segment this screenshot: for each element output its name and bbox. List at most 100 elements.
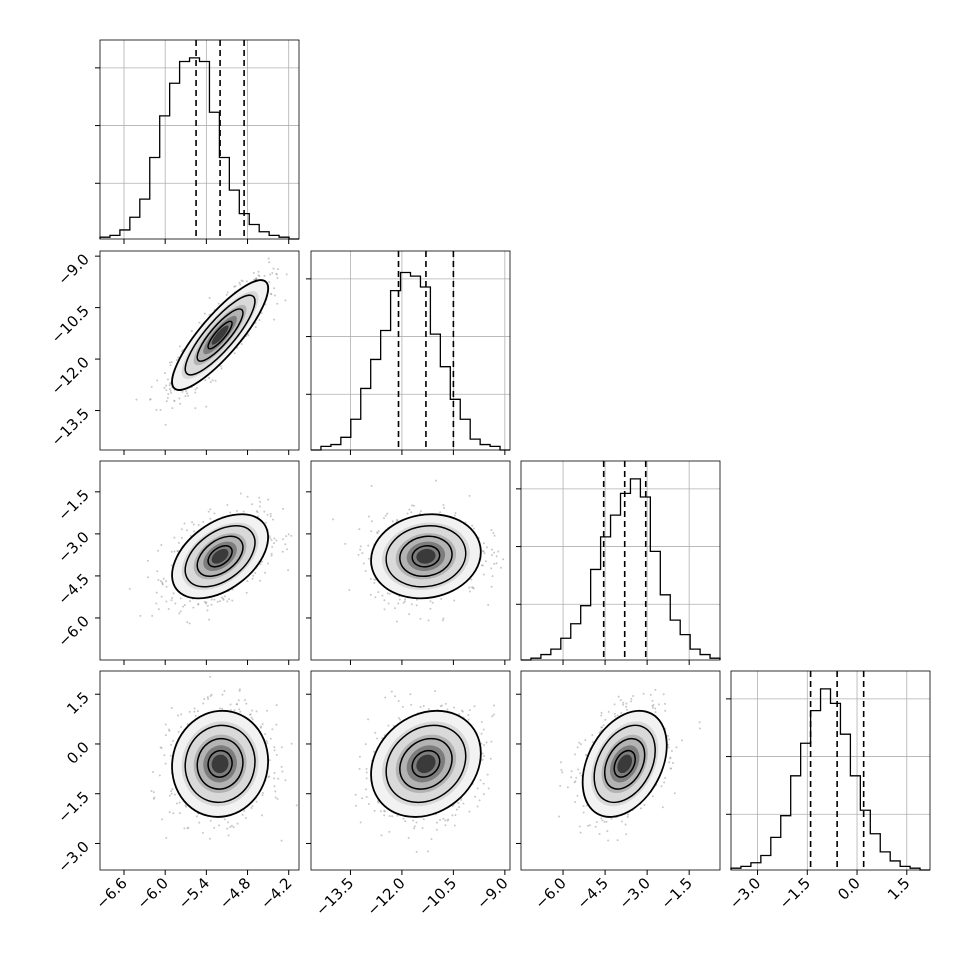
sample-point [273,746,276,749]
sample-point [253,278,256,281]
sample-point [442,504,445,507]
sample-point [357,553,360,556]
sample-point [489,757,492,760]
sample-point [170,564,173,567]
contour-line-3 [207,320,233,350]
sample-point [181,390,184,393]
sample-point [591,734,594,737]
sample-point [481,550,484,553]
sample-point [476,805,479,808]
sample-point [180,350,183,353]
sample-point [259,579,262,582]
sample-point [254,326,257,329]
sample-point [164,734,167,737]
sample-point [195,815,198,818]
sample-point [258,318,261,321]
sample-point [178,612,181,615]
sample-point [387,602,390,605]
sample-point [277,777,280,780]
sample-point [180,726,183,729]
sample-point [203,600,206,603]
sample-point [422,704,425,707]
sample-point [617,695,620,698]
sample-point [187,394,190,397]
sample-point [377,530,380,533]
sample-point [354,804,357,807]
sample-point [458,806,461,809]
sample-point [273,294,276,297]
hist-panel-2 [516,460,721,665]
sample-point [272,267,275,270]
sample-point [493,534,496,537]
sample-point [359,821,362,824]
sample-point [180,536,183,539]
sample-point [255,800,258,803]
sample-point [419,617,422,620]
contour-line-2 [399,737,453,790]
sample-point [169,364,172,367]
sample-point [431,601,434,604]
sample-point [208,618,211,621]
sample-point [483,552,486,555]
sample-point [427,708,430,711]
sample-point [461,710,464,713]
sample-point [579,831,582,834]
sample-point [595,820,598,823]
sample-point [178,812,181,815]
sample-point [576,794,579,797]
sample-point [159,746,162,749]
sample-point [671,761,674,764]
sample-point [188,710,191,713]
sample-point [188,600,191,603]
sample-point [462,802,465,805]
sample-point [413,825,416,828]
sample-point [276,277,279,280]
sample-point [161,581,164,584]
sample-point [358,528,361,531]
panel-content [128,492,293,625]
sample-point [444,702,447,705]
sample-point [192,523,195,526]
sample-point [453,824,456,827]
sample-point [397,602,400,605]
sample-point [178,345,181,348]
sample-point [369,578,372,581]
sample-point [282,507,285,510]
sample-point [483,744,486,747]
sample-point [197,523,200,526]
sample-point [616,714,619,717]
sample-point [173,550,176,553]
sample-point [273,318,276,321]
sample-point [435,828,438,831]
sample-point [681,739,684,742]
sample-point [269,515,272,518]
sample-point [399,718,402,721]
histogram-0 [99,57,299,240]
sample-point [662,693,665,696]
sample-point [391,815,394,818]
sample-point [180,713,183,716]
sample-point [455,808,458,811]
sample-point [480,721,483,724]
sample-point [630,697,633,700]
sample-point [209,381,212,384]
sample-point [560,769,563,772]
sample-point [281,770,284,773]
sample-point [193,530,196,533]
panel-3-1 [306,670,511,875]
sample-point [204,379,207,382]
sample-point [359,545,362,548]
sample-point [186,392,189,395]
sample-point [238,708,241,711]
sample-point [429,607,432,610]
contour-line-0 [370,709,482,818]
sample-point [493,562,496,565]
sample-point [205,601,208,604]
sample-point [439,818,442,821]
sample-point [268,281,271,284]
sample-point [374,731,377,734]
sample-point [261,723,264,726]
sample-point [482,793,485,796]
sample-point [430,838,433,841]
sample-point [444,824,447,827]
